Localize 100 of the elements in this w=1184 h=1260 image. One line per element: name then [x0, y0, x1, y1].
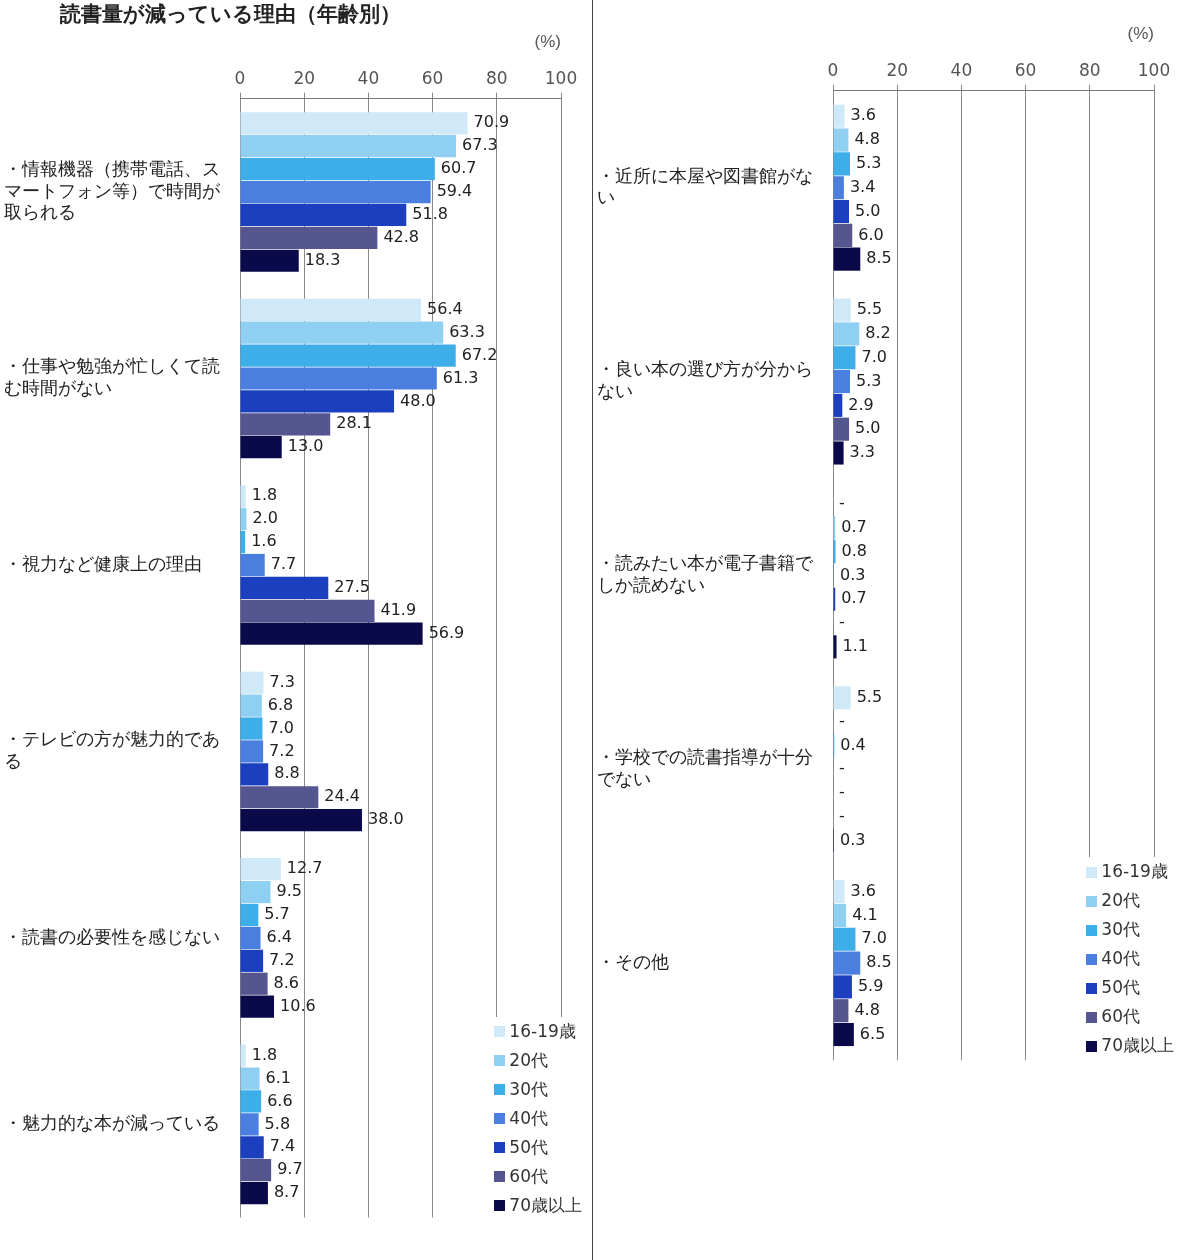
bar [240, 671, 264, 694]
bar [240, 972, 268, 995]
y-tick-label: ・その他 [597, 950, 669, 972]
bar [833, 417, 850, 441]
data-label: 7.7 [270, 554, 297, 574]
bar [240, 903, 259, 927]
bar [240, 763, 269, 786]
data-label: 10.6 [280, 995, 316, 1015]
bar [833, 370, 851, 394]
legend-label: 16-19歳 [1100, 860, 1169, 883]
bar [240, 1067, 260, 1090]
legend-label: 60代 [508, 1164, 549, 1188]
data-label: 0.3 [839, 564, 866, 584]
data-label: 7.0 [861, 346, 887, 366]
bar [833, 880, 845, 904]
bar [240, 599, 375, 622]
bar [833, 1022, 854, 1047]
bar [240, 158, 435, 181]
bar [833, 441, 844, 465]
bar [240, 390, 395, 413]
data-label: 5.9 [857, 976, 884, 996]
data-label: 5.5 [856, 686, 883, 706]
bar [240, 858, 281, 881]
data-label: 12.7 [286, 858, 323, 878]
bar [240, 249, 299, 272]
data-label: 9.5 [276, 881, 302, 901]
data-label: 0.3 [839, 829, 866, 849]
data-label: 7.0 [268, 717, 294, 737]
bar [833, 975, 852, 999]
data-label: 67.2 [461, 344, 498, 364]
data-label: 7.2 [269, 949, 295, 969]
data-label: 24.4 [324, 786, 360, 806]
bar [240, 995, 275, 1018]
bar [240, 112, 468, 135]
bar [833, 152, 851, 176]
bar [240, 694, 262, 717]
data-label: 28.1 [336, 413, 372, 433]
data-label: 1.1 [842, 636, 868, 655]
data-label: 6.4 [266, 927, 292, 947]
text: - [839, 782, 845, 802]
legend-label: 40代 [1100, 947, 1141, 970]
x-tick-label: 60 [1014, 60, 1037, 81]
bar [240, 203, 407, 227]
legend-label: 16-19歳 [508, 1019, 577, 1043]
data-label: 27.5 [334, 577, 370, 597]
data-label: 56.4 [427, 298, 463, 318]
data-label: 1.6 [251, 531, 277, 551]
bar [833, 903, 847, 927]
data-label: 56.9 [428, 622, 465, 642]
data-label: 0.7 [841, 588, 867, 608]
y-tick-label: ・読みたい本が電子書籍でしか読めない [597, 552, 814, 595]
y-tick-label: ・良い本の選び方が分からない [597, 358, 813, 402]
bar [240, 226, 378, 249]
data-label: 3.6 [850, 880, 877, 900]
data-label: 8.6 [273, 972, 300, 992]
legend-label: 20代 [1100, 889, 1141, 912]
bar [240, 344, 456, 367]
bar [240, 1181, 268, 1205]
data-label: 60.7 [440, 158, 477, 178]
legend-label: 60代 [1100, 1005, 1141, 1028]
data-label: 13.0 [287, 436, 324, 456]
data-label: 8.7 [273, 1182, 300, 1202]
data-label: 0.4 [840, 734, 866, 754]
legend-label: 40代 [508, 1106, 549, 1130]
text: - [839, 710, 845, 730]
text: - [839, 806, 845, 826]
bar [833, 247, 861, 271]
data-label: 5.0 [855, 418, 881, 438]
data-label: 70.9 [473, 112, 510, 132]
y-tick-label: ・学校での読書指導が十分でない [597, 746, 813, 789]
data-label: 1.8 [251, 1044, 278, 1064]
data-label: 7.2 [269, 740, 295, 760]
data-label: 8.2 [865, 323, 891, 343]
data-label: 8.5 [866, 952, 892, 972]
x-tick-label: 80 [1078, 60, 1101, 81]
x-tick-label: 40 [357, 68, 380, 89]
x-tick-label: 20 [293, 68, 316, 89]
data-label: 41.9 [380, 599, 417, 619]
chart-title: 読書量が減っている理由（年齢別） [60, 1, 401, 28]
data-label: 59.4 [436, 181, 473, 201]
data-label: 5.3 [856, 153, 882, 173]
data-label: 3.6 [850, 105, 877, 125]
data-label: 6.5 [859, 1023, 886, 1043]
bar [833, 635, 837, 659]
bar [240, 1044, 246, 1067]
text: - [839, 758, 845, 778]
legend-label: 20代 [508, 1048, 549, 1072]
bar [833, 176, 844, 200]
data-label: 42.8 [383, 227, 420, 247]
data-label: 4.8 [854, 999, 880, 1019]
x-tick-label: 100 [544, 68, 578, 89]
y-tick-label: ・テレビの方が魅力的である [4, 728, 220, 771]
x-axis-title: (%) [1127, 23, 1154, 43]
data-label: 18.3 [304, 249, 341, 269]
x-tick-label: 0 [827, 60, 839, 81]
data-label: 7.4 [269, 1136, 296, 1156]
data-label: 48.0 [400, 390, 436, 410]
data-label: 3.3 [849, 442, 876, 462]
x-tick-label: 80 [485, 68, 508, 89]
bar [833, 223, 853, 247]
